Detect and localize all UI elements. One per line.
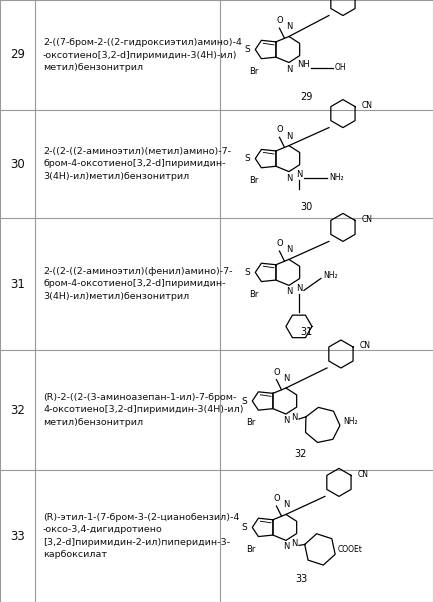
Text: O: O [273, 494, 280, 503]
Text: 32: 32 [10, 403, 25, 417]
Text: 33: 33 [295, 574, 307, 585]
Text: O: O [276, 16, 283, 25]
Text: N: N [296, 170, 302, 179]
Text: N: N [296, 284, 302, 293]
Text: 32: 32 [295, 449, 307, 459]
Text: 29: 29 [300, 93, 312, 102]
Text: Br: Br [246, 418, 255, 427]
Text: CN: CN [362, 101, 373, 110]
Text: 33: 33 [10, 530, 25, 542]
Text: NH₂: NH₂ [329, 173, 343, 182]
Text: N: N [291, 539, 297, 548]
Text: S: S [245, 154, 250, 163]
Text: CN: CN [358, 470, 369, 479]
Text: CN: CN [362, 215, 373, 224]
Text: O: O [276, 239, 283, 248]
Text: O: O [276, 125, 283, 134]
Text: N: N [283, 542, 289, 551]
Text: NH₂: NH₂ [323, 271, 338, 280]
Text: N: N [286, 132, 292, 141]
Text: 30: 30 [300, 202, 312, 211]
Text: 2-((7-бром-2-((2-гидроксиэтил)амино)-4
-оксотиено[3,2-d]пиримидин-3(4Н)-ил)
мети: 2-((7-бром-2-((2-гидроксиэтил)амино)-4 -… [43, 39, 242, 72]
Text: N: N [286, 22, 292, 31]
Text: S: S [242, 397, 247, 406]
Text: N: N [283, 416, 289, 425]
Text: 2-((2-((2-аминоэтил)(метил)амино)-7-
бром-4-оксотиено[3,2-d]пиримидин-
3(4Н)-ил): 2-((2-((2-аминоэтил)(метил)амино)-7- бро… [43, 147, 231, 181]
Text: N: N [283, 374, 289, 383]
Text: N: N [291, 412, 297, 421]
Text: NH₂: NH₂ [343, 417, 358, 426]
Text: S: S [242, 523, 247, 532]
Text: S: S [245, 268, 250, 277]
Text: Br: Br [249, 290, 259, 299]
Text: (R)-2-((2-(3-аминоазепан-1-ил)-7-бром-
4-оксотиено[3,2-d]пиримидин-3(4Н)-ил)
мет: (R)-2-((2-(3-аминоазепан-1-ил)-7-бром- 4… [43, 393, 243, 427]
Text: 29: 29 [10, 49, 25, 61]
Text: OH: OH [335, 63, 346, 72]
Text: (R)-этил-1-(7-бром-3-(2-цианобензил)-4
-оксо-3,4-дигидротиено
[3,2-d]пиримидин-2: (R)-этил-1-(7-бром-3-(2-цианобензил)-4 -… [43, 514, 239, 559]
Text: Br: Br [249, 67, 259, 76]
Text: 2-((2-((2-аминоэтил)(фенил)амино)-7-
бром-4-оксотиено[3,2-d]пиримидин-
3(4Н)-ил): 2-((2-((2-аминоэтил)(фенил)амино)-7- бро… [43, 267, 233, 300]
Text: Br: Br [246, 545, 255, 554]
Text: N: N [286, 246, 292, 255]
Text: CN: CN [360, 341, 371, 350]
Text: 31: 31 [10, 278, 25, 291]
Text: N: N [286, 173, 292, 182]
Text: N: N [286, 64, 292, 73]
Text: COOEt: COOEt [338, 545, 363, 554]
Text: N: N [283, 500, 289, 509]
Text: N: N [286, 287, 292, 296]
Text: NH: NH [297, 60, 310, 69]
Text: 30: 30 [10, 158, 25, 170]
Text: Br: Br [249, 176, 259, 185]
Text: 31: 31 [300, 327, 312, 337]
Text: S: S [245, 45, 250, 54]
Text: O: O [273, 368, 280, 377]
